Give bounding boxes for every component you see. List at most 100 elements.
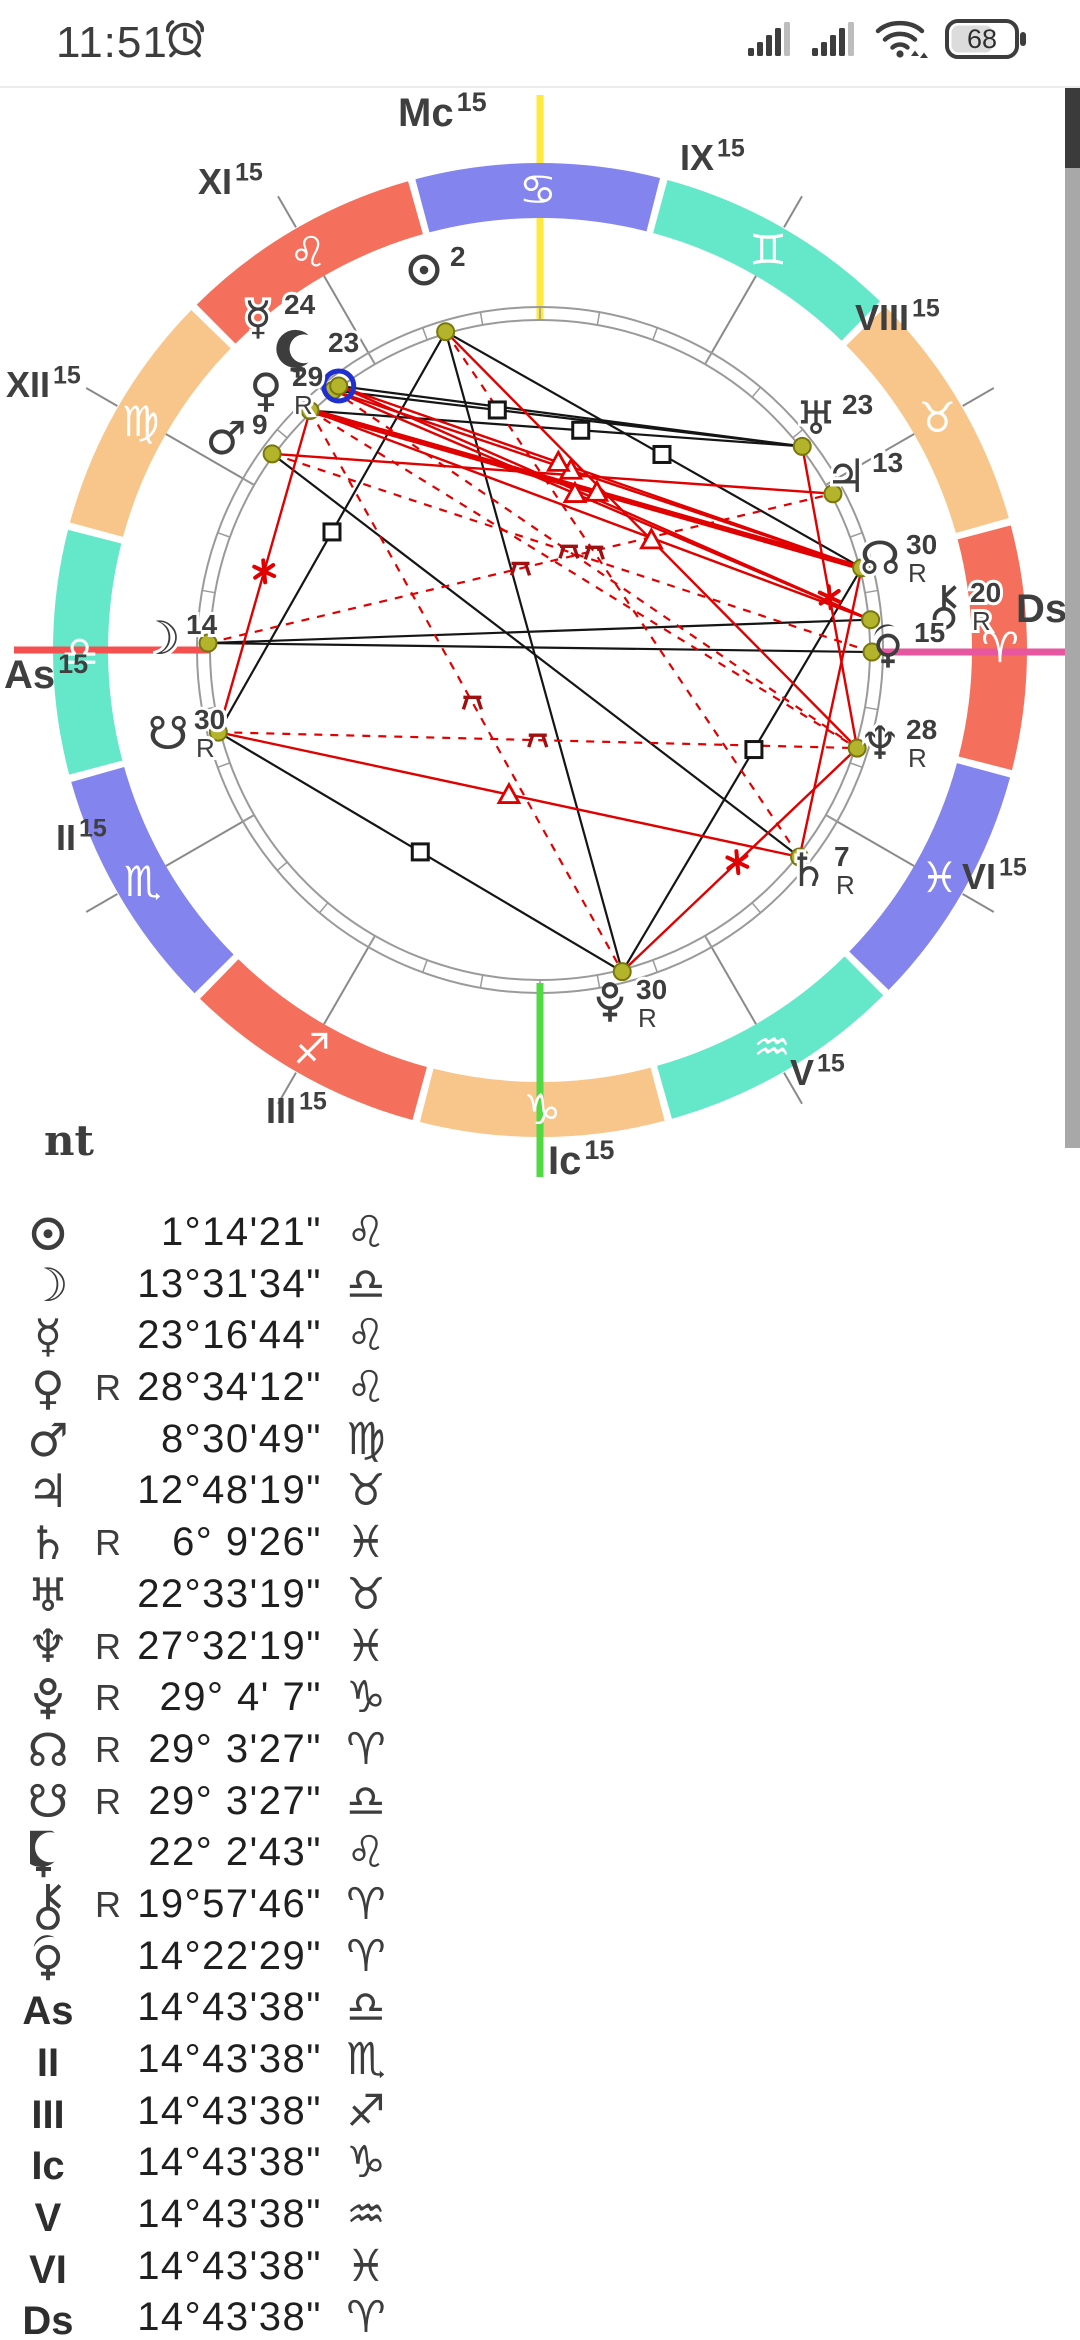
row-retro-snode: R (95, 1780, 121, 1822)
aspect-marker-trine (496, 781, 522, 804)
planet-dot-moon[interactable] (198, 633, 218, 653)
wheel-planet-label-nnode[interactable]: ☊ 30R (857, 526, 941, 591)
planet-glyph-moon: ☽ (139, 611, 180, 665)
row-degrees-pluto: 29° 4' 7" (159, 1675, 322, 1720)
row-degrees-uranus: 22°33'19" (137, 1571, 322, 1616)
wheel-planet-label-sun[interactable]: 2 (447, 238, 469, 275)
row-retro-saturn: R (95, 1522, 121, 1564)
row-retro-venus: R (95, 1367, 121, 1409)
position-row-as: As 14°43'38" ♎ (0, 1982, 1080, 2034)
scrollbar-track[interactable] (1065, 90, 1080, 1148)
aspect-marker-trine (545, 449, 571, 472)
planet-dot-snode[interactable] (208, 722, 228, 742)
row-glyph-venus: ♀ (31, 1360, 65, 1415)
wheel-planet-label-venus[interactable]: ♀ 29R (246, 358, 326, 423)
planet-degree-label: 29 (292, 361, 323, 392)
house-cusp-stub-VI (962, 893, 995, 913)
planet-degree-label: 14 (186, 609, 218, 640)
sign-glyph-gemini: ♊ (749, 226, 787, 275)
svg-text:V15: V 15 (790, 1049, 845, 1093)
row-sign-mars: ♍ (346, 1413, 386, 1465)
row-sign-mercury: ♌ (346, 1310, 386, 1362)
row-glyph-mars: ♂ (27, 1412, 69, 1467)
aspect-trine-mars-jupiter (272, 452, 834, 495)
aspect-marker-square (410, 842, 430, 862)
house-cusp-stub-XI (277, 195, 297, 228)
aspect-trine-venus-chiron (309, 409, 872, 621)
wheel-planet-label-jupiter[interactable]: ♃ 13 (822, 444, 906, 506)
zodiac-band-virgo (69, 310, 231, 538)
planet-glyph-selena (874, 624, 900, 668)
retrograde-flag: R (196, 733, 215, 763)
planet-dot-nnode[interactable] (852, 558, 872, 578)
wheel-planet-label-mercury[interactable]: ☿ 24 (241, 286, 319, 348)
house-label-IX: IX 15 (680, 134, 745, 178)
row-degrees-jupiter: 12°48'19" (137, 1468, 322, 1513)
planet-dot-venus[interactable] (300, 401, 320, 421)
wheel-planet-label-moon[interactable]: ☽ 14 (136, 606, 220, 668)
planet-glyph-venus: ♀ (249, 363, 283, 417)
planet-dot-pluto[interactable] (612, 962, 632, 982)
planet-dot-mars[interactable] (262, 444, 282, 464)
aspect-marker-quincunx (509, 561, 532, 576)
wheel-planet-label-mars[interactable]: ♂ 9 (202, 406, 270, 468)
row-degrees-venus: 28°34'12" (137, 1365, 322, 1410)
wheel-planet-label-uranus[interactable]: ♅ 23 (792, 386, 876, 448)
aspect-marker-sextile (252, 558, 277, 585)
wheel-planet-label-chiron[interactable]: 20R (967, 574, 1004, 639)
planet-degree-label: 30 (636, 974, 667, 1005)
row-degrees-mars: 8°30'49" (160, 1416, 322, 1461)
zodiac-band-aries (957, 525, 1027, 771)
wheel-planet-label-pluto[interactable]: 30R (633, 971, 670, 1036)
clock-time: 11:51 (56, 18, 168, 67)
sign-glyph-sagittarius: ♐ (293, 1024, 331, 1073)
row-label-ic: Ic (31, 2144, 65, 2189)
planet-dot-chiron[interactable] (861, 610, 881, 630)
aspect-marker-square (322, 522, 342, 542)
planet-dot-sun[interactable] (436, 322, 456, 342)
aspect-opposition-mars-saturn (271, 452, 801, 858)
planet-dot-jupiter[interactable] (823, 484, 843, 504)
wheel-planet-label-saturn[interactable]: ♄ 7R (784, 838, 857, 903)
row-degrees-as: 14°43'38" (137, 1985, 322, 2030)
planet-dot-neptune[interactable] (847, 738, 867, 758)
row-sign-h2: ♏ (346, 2034, 386, 2085)
row-degrees-selena: 14°22'29" (137, 1933, 322, 1978)
row-retro-neptune: R (95, 1625, 121, 1667)
row-sign-selena: ♈ (346, 1930, 386, 1982)
planet-dot-lilith[interactable] (329, 376, 349, 396)
retrograde-flag: R (294, 390, 313, 420)
planet-degree-label: 30 (906, 529, 937, 560)
row-sign-pluto: ♑ (346, 1672, 386, 1724)
house-cusp-line-IX (704, 275, 757, 365)
natal-chart-wheel[interactable]: ♈♉♊♋♌♍♎♏♐♑♒♓2☽ 14☿ 24♀ 29R♂ 9♃ 13♄ 7R♅ 23♆ 28R30… (0, 88, 1080, 1188)
position-row-neptune: ♆ R 27°32'19" ♓ (0, 1621, 1080, 1673)
planet-glyph-chiron (932, 585, 957, 630)
wheel-planet-label-neptune[interactable]: ♆ 28R (856, 711, 940, 776)
aspect-opposition-moon-chiron (208, 618, 871, 645)
wheel-planet-label-snode[interactable]: ☋ 30R (145, 701, 229, 766)
house-label-VIII: VIII 15 (855, 294, 940, 338)
row-glyph-moon: ☽ (27, 1257, 69, 1312)
wheel-planet-label-lilith[interactable]: 23 (325, 324, 362, 361)
house-cusp-line-VIII (825, 433, 915, 486)
position-row-h3: III 14°43'38" ♐ (0, 2086, 1080, 2138)
planet-degree-label: 7 (834, 841, 850, 872)
planet-dot-uranus[interactable] (792, 436, 812, 456)
planet-dot-saturn[interactable] (790, 847, 810, 867)
planet-glyph-snode: ☋ (148, 706, 189, 760)
row-sign-saturn: ♓ (346, 1517, 386, 1569)
row-sign-snode: ♎ (346, 1775, 386, 1827)
scrollbar-thumb[interactable] (1065, 88, 1080, 168)
row-label-as: As (22, 1989, 74, 2034)
sign-glyph-virgo: ♍ (122, 397, 160, 446)
retrograde-flag: R (908, 743, 927, 773)
aspect-marker-square (487, 400, 507, 420)
wheel-planet-label-selena[interactable]: 15 (911, 614, 948, 651)
position-row-sun: 1°14'21" ♌ (0, 1207, 1080, 1259)
statusbar-divider (0, 86, 1080, 88)
aspect-marker-square (652, 444, 672, 464)
